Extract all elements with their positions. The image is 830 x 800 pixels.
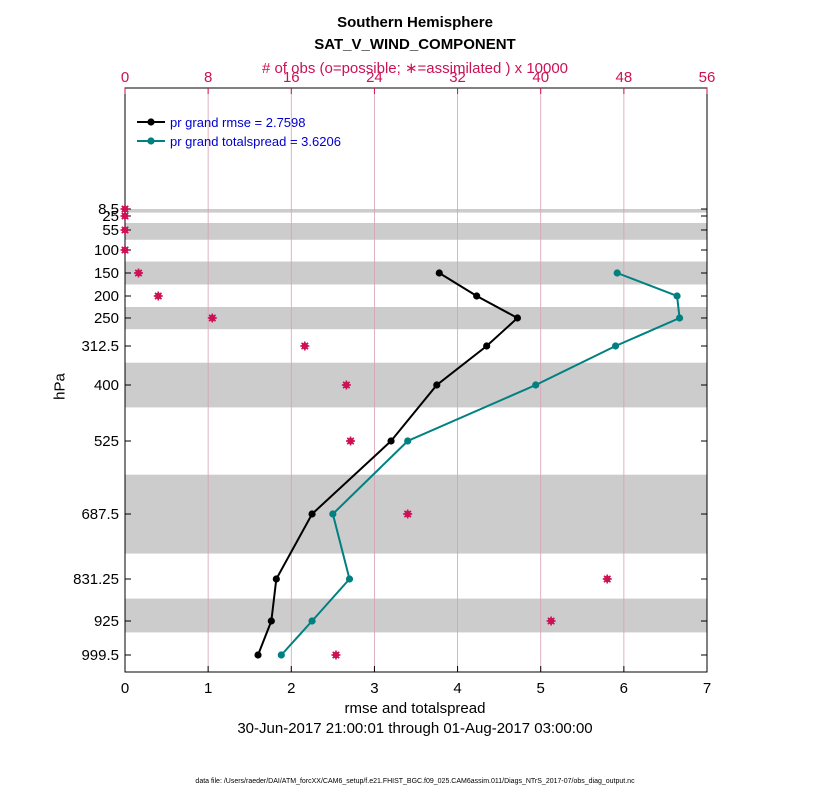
shaded-band-4 xyxy=(125,362,707,408)
shaded-band-2 xyxy=(125,261,707,285)
obs-count-marker-5 xyxy=(153,291,163,301)
bottom-tick-label-3: 3 xyxy=(370,680,378,697)
series-0-point-7 xyxy=(272,575,280,583)
obs-count-marker-7 xyxy=(300,341,310,351)
series-1-point-5 xyxy=(404,437,412,445)
chart-title-line1: Southern Hemisphere xyxy=(337,14,493,31)
top-tick-label-2: 16 xyxy=(283,69,300,86)
legend-marker-1 xyxy=(147,137,155,145)
top-tick-label-5: 40 xyxy=(532,69,549,86)
series-0-point-0 xyxy=(435,269,443,277)
legend-marker-0 xyxy=(147,118,155,126)
series-1-point-2 xyxy=(675,314,684,322)
y-tick-label-12: 925 xyxy=(94,613,119,630)
series-1-point-3 xyxy=(611,342,620,350)
obs-count-marker-9 xyxy=(346,436,356,446)
bottom-tick-label-2: 2 xyxy=(287,680,295,697)
series-0-point-1 xyxy=(473,292,481,300)
shaded-band-0 xyxy=(125,209,707,213)
date-range-label: 30-Jun-2017 21:00:01 through 01-Aug-2017… xyxy=(237,720,593,737)
obs-count-marker-3 xyxy=(120,245,130,255)
y-tick-label-1: 25 xyxy=(102,208,119,225)
y-axis-label: hPa xyxy=(51,373,69,400)
y-tick-label-0: 8.5 xyxy=(98,201,119,218)
obs-count-marker-8 xyxy=(341,380,351,390)
series-1-point-9 xyxy=(277,651,285,659)
shaded-band-6 xyxy=(125,598,707,633)
obs-count-marker-12 xyxy=(546,616,556,626)
series-0-point-6 xyxy=(308,510,316,518)
y-tick-label-11: 831.25 xyxy=(73,571,119,588)
x-axis-label: rmse and totalspread xyxy=(344,700,486,717)
series-line-0 xyxy=(257,272,520,656)
top-tick-label-7: 56 xyxy=(699,69,716,86)
top-tick-label-6: 48 xyxy=(616,69,633,86)
top-tick-label-4: 32 xyxy=(449,69,466,86)
obs-count-marker-2 xyxy=(120,225,130,235)
series-0-point-4 xyxy=(433,381,441,389)
obs-count-marker-13 xyxy=(331,650,341,660)
obs-count-marker-1 xyxy=(120,211,130,221)
y-tick-label-2: 55 xyxy=(102,222,119,239)
series-1-point-4 xyxy=(532,381,540,389)
series-0-point-5 xyxy=(387,437,395,445)
series-1-point-7 xyxy=(345,575,354,583)
series-line-1 xyxy=(280,272,681,656)
y-tick-label-10: 687.5 xyxy=(81,506,119,523)
chart-title-line2: SAT_V_WIND_COMPONENT xyxy=(314,36,516,53)
legend-label-1: pr grand totalspread = 3.6206 xyxy=(170,134,341,149)
obs-count-marker-10 xyxy=(403,509,413,519)
bottom-tick-label-5: 5 xyxy=(537,680,545,697)
top-tick-label-3: 24 xyxy=(366,69,383,86)
y-tick-label-9: 525 xyxy=(94,433,119,450)
obs-count-marker-6 xyxy=(207,313,217,323)
y-tick-label-4: 150 xyxy=(94,265,119,282)
bottom-tick-label-0: 0 xyxy=(121,680,129,697)
shaded-band-5 xyxy=(125,474,707,554)
y-tick-label-3: 100 xyxy=(94,242,119,259)
series-0-point-3 xyxy=(483,342,491,350)
shaded-band-1 xyxy=(125,223,707,240)
series-1-point-6 xyxy=(329,510,337,518)
legend-label-0: pr grand rmse = 2.7598 xyxy=(170,115,306,130)
series-0-point-2 xyxy=(513,314,522,322)
top-axis-label: # of obs (o=possible; ∗=assimilated ) x … xyxy=(261,60,569,77)
top-tick-label-0: 0 xyxy=(121,69,129,86)
obs-count-marker-4 xyxy=(134,268,144,278)
y-tick-label-5: 200 xyxy=(94,288,119,305)
bottom-tick-label-7: 7 xyxy=(703,680,711,697)
series-1-point-8 xyxy=(308,617,316,625)
data-file-footer: data file: /Users/raeder/DAI/ATM_forcXX/… xyxy=(195,778,635,785)
series-1-point-1 xyxy=(673,292,681,300)
y-tick-label-13: 999.5 xyxy=(81,647,119,664)
bottom-tick-label-4: 4 xyxy=(453,680,461,697)
series-0-point-9 xyxy=(254,651,262,659)
y-tick-label-7: 312.5 xyxy=(81,338,119,355)
series-0-point-8 xyxy=(267,617,275,625)
y-tick-label-6: 250 xyxy=(94,310,119,327)
series-1-point-0 xyxy=(613,269,621,277)
shaded-band-3 xyxy=(125,307,707,330)
obs-count-marker-11 xyxy=(602,574,612,584)
bottom-tick-label-1: 1 xyxy=(204,680,212,697)
top-tick-label-1: 8 xyxy=(204,69,212,86)
plot-frame xyxy=(124,87,708,673)
y-tick-label-8: 400 xyxy=(94,377,119,394)
bottom-tick-label-6: 6 xyxy=(620,680,628,697)
